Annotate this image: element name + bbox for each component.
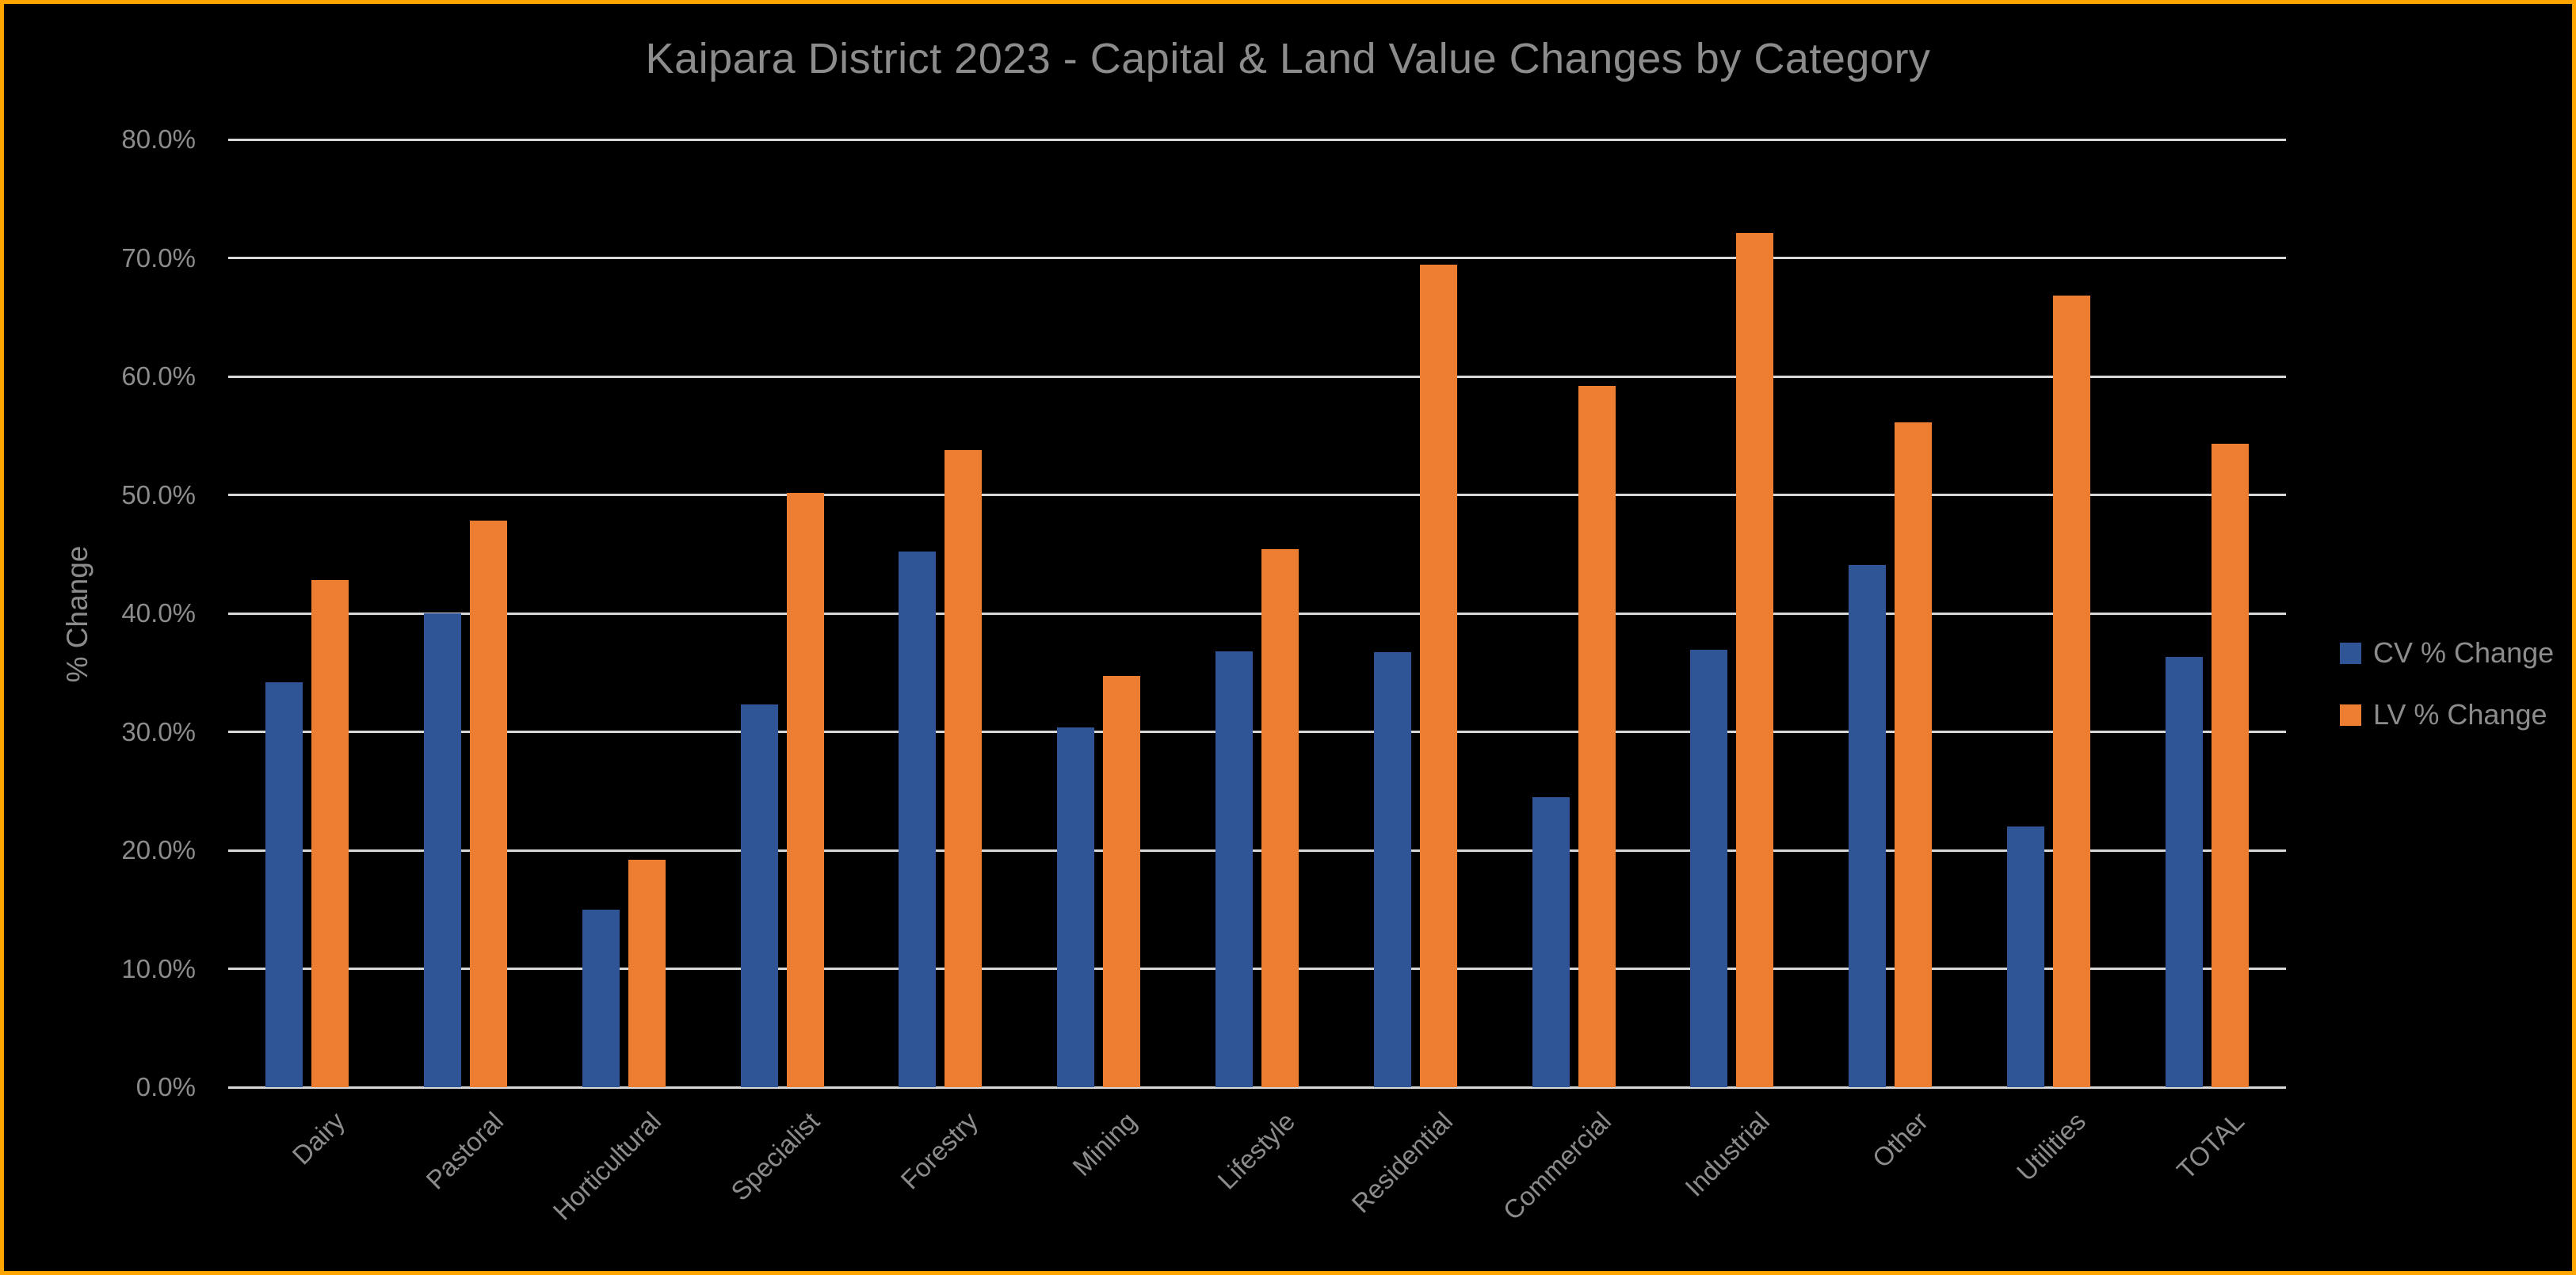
- bar-cv-horticultural: [582, 909, 620, 1087]
- gridline-40.0%: [228, 612, 2286, 615]
- legend-label: CV % Change: [2373, 636, 2555, 669]
- bar-cv-pastoral: [424, 613, 462, 1087]
- legend: CV % Change LV % Change: [2340, 636, 2554, 731]
- x-axis-label-commercial: Commercial: [1497, 1106, 1617, 1226]
- x-axis-label-utilities: Utilities: [2011, 1106, 2092, 1187]
- bar-lv-utilities: [2052, 296, 2090, 1087]
- legend-item-lv: LV % Change: [2340, 698, 2554, 731]
- x-axis-label-forestry: Forestry: [895, 1106, 984, 1195]
- bar-lv-total: [2211, 444, 2249, 1087]
- bar-cv-forestry: [899, 552, 937, 1087]
- y-tick-label: 0.0%: [135, 1072, 196, 1101]
- gridline-70.0%: [228, 257, 2286, 259]
- bar-lv-other: [1895, 422, 1933, 1087]
- y-tick-label: 60.0%: [121, 361, 196, 391]
- bar-cv-lifestyle: [1215, 651, 1253, 1087]
- x-axis-label-residential: Residential: [1345, 1106, 1459, 1219]
- bar-cv-dairy: [265, 681, 303, 1087]
- x-axis-label-horticultural: Horticultural: [547, 1106, 667, 1226]
- bar-cv-industrial: [1690, 650, 1728, 1087]
- bar-lv-lifestyle: [1261, 549, 1299, 1087]
- gridline-10.0%: [228, 968, 2286, 970]
- bar-lv-mining: [1103, 676, 1141, 1087]
- chart-title: Kaipara District 2023 - Capital & Land V…: [645, 35, 1931, 82]
- gridline-30.0%: [228, 731, 2286, 733]
- gridline-50.0%: [228, 494, 2286, 496]
- plot-area: [228, 138, 2286, 1089]
- y-tick-label: 50.0%: [121, 479, 196, 510]
- legend-swatch-lv-icon: [2340, 704, 2361, 726]
- x-axis-label-total: TOTAL: [2171, 1106, 2250, 1185]
- x-axis-label-lifestyle: Lifestyle: [1211, 1106, 1300, 1195]
- bar-lv-commercial: [1578, 385, 1616, 1087]
- legend-item-cv: CV % Change: [2340, 636, 2554, 670]
- x-axis-label-dairy: Dairy: [286, 1106, 351, 1170]
- bar-lv-horticultural: [628, 859, 666, 1087]
- bar-cv-residential: [1373, 652, 1411, 1087]
- gridline-20.0%: [228, 849, 2286, 852]
- bar-cv-commercial: [1532, 796, 1570, 1087]
- gridline-0.0%: [228, 1086, 2286, 1089]
- bar-cv-mining: [1057, 727, 1095, 1087]
- y-tick-label: 70.0%: [121, 242, 196, 273]
- bar-lv-dairy: [311, 580, 349, 1087]
- bar-cv-other: [1849, 564, 1887, 1087]
- y-tick-label: 40.0%: [121, 598, 196, 628]
- bar-cv-specialist: [740, 704, 778, 1087]
- bar-cv-utilities: [2006, 826, 2044, 1087]
- bar-cv-total: [2165, 657, 2203, 1087]
- legend-swatch-cv-icon: [2340, 642, 2361, 664]
- x-axis-label-pastoral: Pastoral: [420, 1106, 509, 1195]
- x-axis-label-mining: Mining: [1066, 1106, 1142, 1181]
- x-axis-label-specialist: Specialist: [725, 1106, 826, 1207]
- y-tick-label: 10.0%: [121, 953, 196, 983]
- bar-lv-residential: [1419, 265, 1457, 1087]
- y-tick-label: 30.0%: [121, 716, 196, 746]
- legend-label: LV % Change: [2373, 698, 2547, 731]
- y-tick-label: 80.0%: [121, 124, 196, 154]
- x-axis-label-industrial: Industrial: [1679, 1106, 1775, 1202]
- bar-lv-pastoral: [470, 521, 508, 1087]
- gridline-60.0%: [228, 375, 2286, 378]
- bar-lv-industrial: [1736, 233, 1774, 1087]
- y-tick-label: 20.0%: [121, 835, 196, 865]
- bar-lv-forestry: [945, 449, 983, 1087]
- x-axis-label-other: Other: [1866, 1106, 1933, 1174]
- bar-lv-specialist: [786, 492, 824, 1087]
- gridline-80.0%: [228, 138, 2286, 141]
